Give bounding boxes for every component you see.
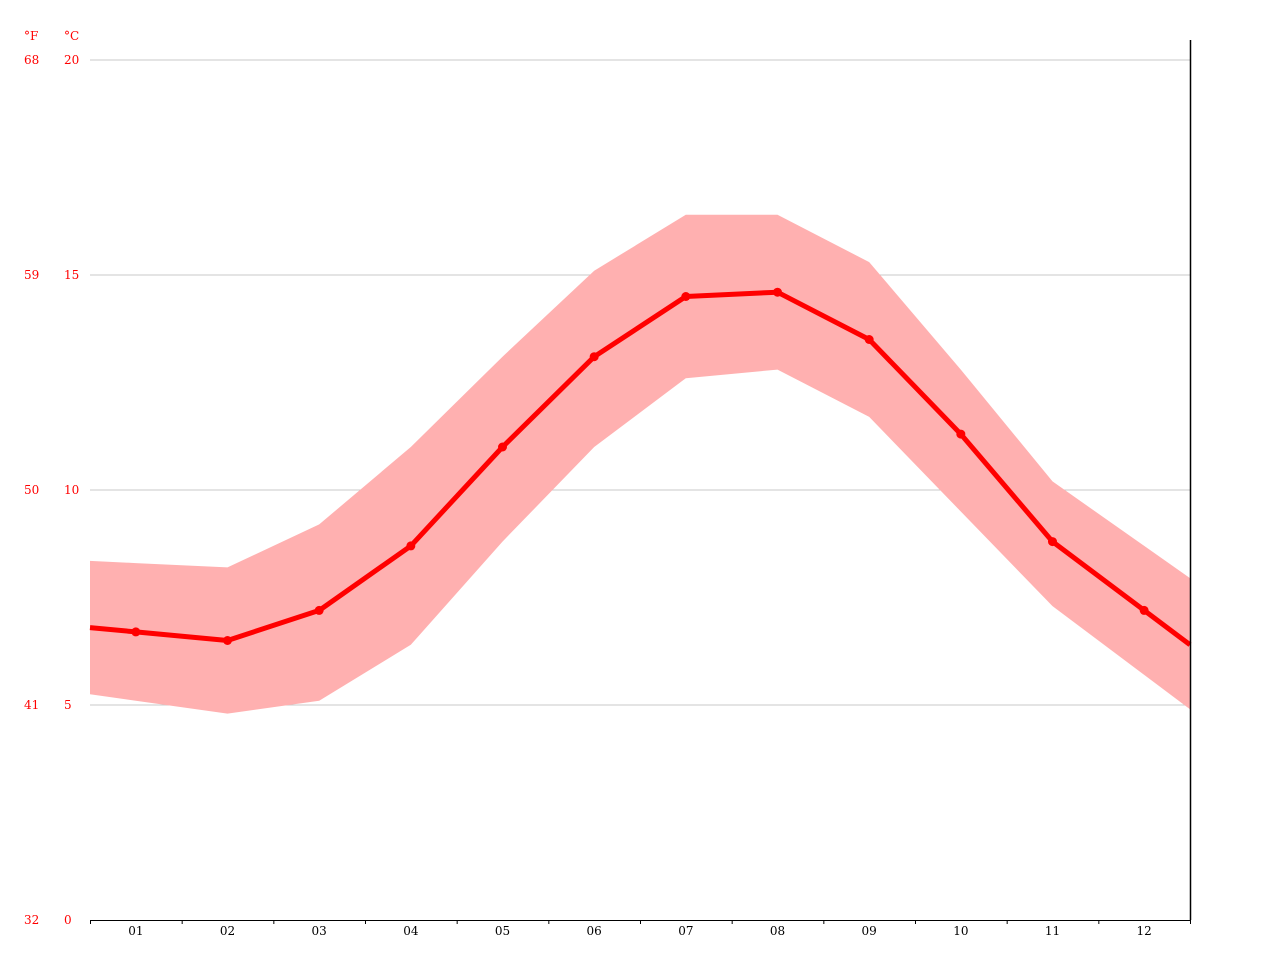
x-tick-label: 01 [128, 924, 143, 938]
data-point [1139, 605, 1149, 615]
y-tick-label-f: 50 [24, 483, 39, 497]
data-point [314, 605, 324, 615]
x-tick-label: 04 [403, 924, 419, 938]
x-tick-label: 07 [678, 924, 693, 938]
x-tick-label: 02 [220, 924, 235, 938]
average-temperature-line [89, 289, 1192, 647]
band-layer [90, 214, 1190, 714]
axis-layer [90, 40, 1192, 924]
unit-label-c: °C [64, 29, 79, 43]
data-point [956, 429, 966, 439]
data-point [406, 541, 416, 551]
data-point [498, 442, 507, 452]
y-tick-label-c: 10 [64, 483, 79, 497]
y-tick-label-f: 59 [24, 268, 39, 282]
x-tick-label: 09 [862, 924, 877, 938]
y-tick-label-c: 15 [64, 268, 79, 282]
data-point [223, 636, 232, 645]
y-tick-label-c: 5 [64, 698, 72, 712]
data-point [1048, 537, 1057, 547]
x-tick-label: 06 [587, 924, 602, 938]
y-tick-label-f: 68 [24, 53, 39, 67]
line-layer [89, 287, 1192, 647]
y-tick-label-c: 0 [64, 913, 72, 927]
data-point [773, 287, 782, 297]
x-tick-label: 10 [953, 924, 968, 938]
temperature-range-band [90, 214, 1190, 714]
unit-label-f: °F [24, 29, 38, 43]
data-point [589, 352, 599, 362]
data-point [131, 627, 141, 637]
y-tick-label-f: 32 [24, 913, 39, 927]
data-point [681, 292, 691, 301]
x-tick-label: 12 [1137, 924, 1152, 938]
x-tick-label: 03 [312, 924, 327, 938]
data-point [864, 335, 874, 344]
x-tick-label: 11 [1045, 924, 1060, 938]
x-tick-label: 08 [770, 924, 785, 938]
label-layer: °F °C 32 0 41 5 50 10 59 15 68 20 01 02 03 04 05 06 07 08… [24, 29, 1152, 938]
y-tick-label-c: 20 [64, 53, 79, 67]
x-tick-label: 05 [495, 924, 510, 938]
y-tick-label-f: 41 [24, 698, 39, 712]
